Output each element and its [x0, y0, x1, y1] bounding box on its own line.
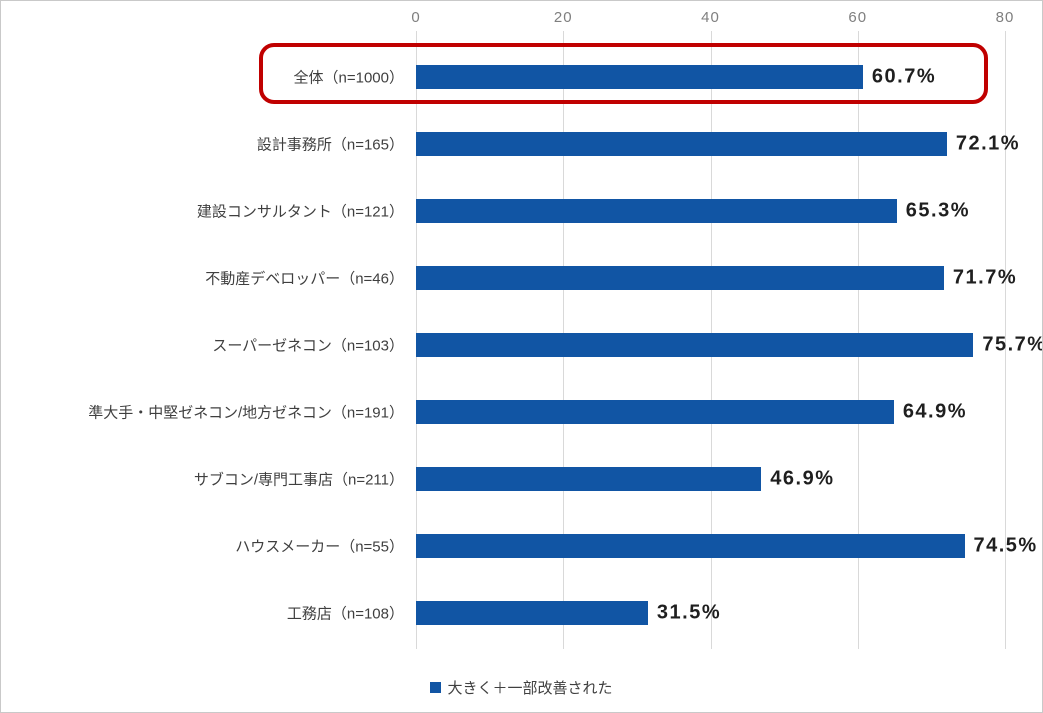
x-axis-tick-label: 0 [411, 9, 421, 26]
bar [416, 333, 974, 357]
category-label: 設計事務所（n=165） [256, 136, 404, 154]
x-axis-tick-label: 40 [701, 9, 720, 26]
category-label: 建設コンサルタント（n=121） [196, 203, 404, 221]
chart-row: 不動産デベロッパー（n=46） 71.7% [1, 245, 1042, 312]
bar [416, 65, 863, 89]
category-label: 準大手・中堅ゼネコン/地方ゼネコン（n=191） [88, 404, 404, 422]
bar [416, 132, 947, 156]
bar [416, 199, 897, 223]
value-label: 46.9% [770, 467, 835, 490]
category-label: スーパーゼネコン（n=103） [212, 337, 404, 355]
value-label: 31.5% [656, 601, 722, 624]
gridline [1005, 31, 1006, 649]
bar [416, 400, 894, 424]
value-label: 72.1% [955, 132, 1021, 155]
chart-row: 準大手・中堅ゼネコン/地方ゼネコン（n=191） 64.9% [1, 379, 1042, 446]
value-label: 74.5% [973, 534, 1038, 557]
value-label: 75.7% [982, 333, 1043, 356]
chart-row: 工務店（n=108） 31.5% [1, 580, 1042, 647]
category-label: 工務店（n=108） [286, 605, 404, 623]
x-axis-tick-label: 80 [995, 9, 1015, 26]
legend-swatch-icon [430, 682, 442, 693]
category-label: 不動産デベロッパー（n=46） [205, 270, 404, 288]
legend-label: 大きく＋一部改善された [447, 680, 613, 697]
bar [416, 534, 965, 558]
chart-row: スーパーゼネコン（n=103） 75.7% [1, 312, 1042, 379]
legend: 大きく＋一部改善された [1, 677, 1042, 698]
x-axis-tick-label: 60 [848, 9, 868, 26]
value-label: 60.7% [871, 65, 937, 88]
bar [416, 467, 762, 491]
category-label: 全体（n=1000） [293, 69, 404, 87]
value-label: 64.9% [902, 400, 968, 423]
chart-row: ハウスメーカー（n=55） 74.5% [1, 513, 1042, 580]
category-label: サブコン/専門工事店（n=211） [193, 471, 404, 489]
bar [416, 601, 648, 625]
x-axis-tick-label: 20 [553, 9, 573, 26]
chart-row: 設計事務所（n=165） 72.1% [1, 111, 1042, 178]
category-label: ハウスメーカー（n=55） [235, 538, 404, 556]
chart-row: 全体（n=1000） 60.7% [1, 44, 1042, 111]
chart-row: サブコン/専門工事店（n=211） 46.9% [1, 446, 1042, 513]
chart-row: 建設コンサルタント（n=121） 65.3% [1, 178, 1042, 245]
value-label: 65.3% [905, 199, 970, 222]
bar [416, 266, 944, 290]
value-label: 71.7% [952, 266, 1018, 289]
